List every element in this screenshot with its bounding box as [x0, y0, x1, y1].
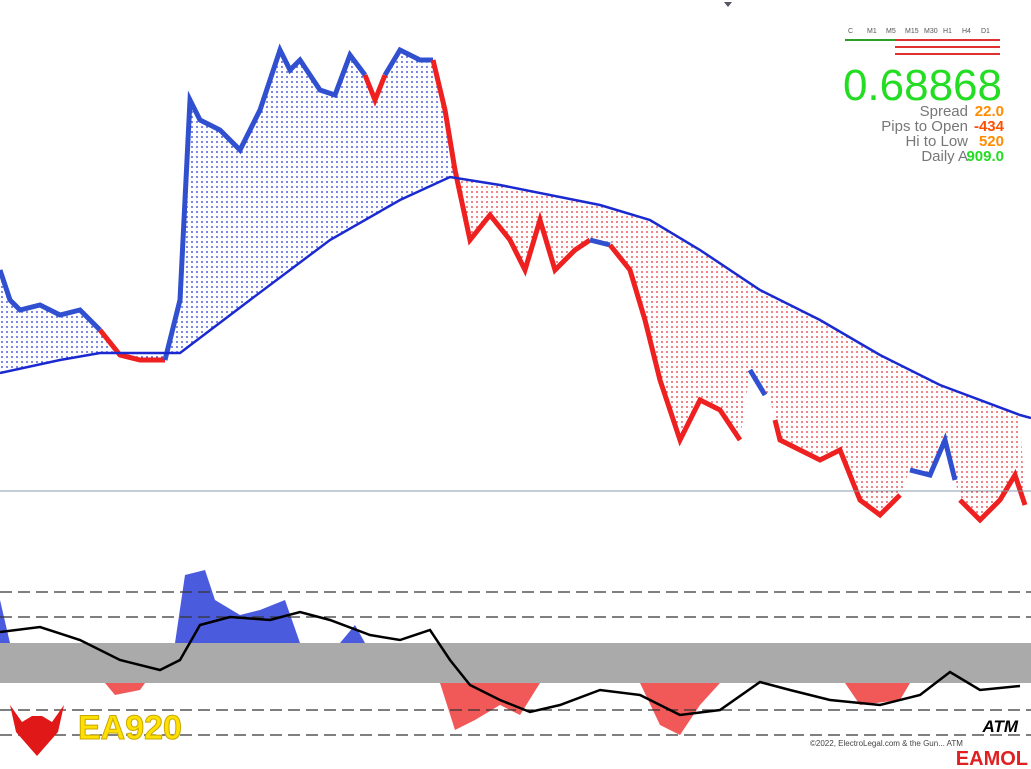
price: 0.68868 [843, 61, 1002, 110]
logo: EA920 [10, 705, 182, 756]
bull-candles [0, 269, 102, 332]
stat-value: -434 [974, 118, 1005, 135]
bear-histogram [440, 683, 720, 735]
stat-label: Spread [920, 103, 968, 120]
stat-label: Hi to Low [905, 133, 968, 150]
timeframe-label: H1 [943, 28, 952, 35]
logo-icon [10, 705, 64, 756]
scroll-marker [724, 2, 732, 7]
copyright: ©2022, ElectroLegal.com & the Gun... ATM [810, 739, 963, 748]
bear-cloud [455, 177, 1025, 520]
bull-candles [747, 368, 768, 397]
bear-candles [958, 469, 1028, 524]
bull-candles [909, 432, 958, 481]
bear-histogram [845, 683, 910, 705]
timeframe-label: C [848, 28, 853, 35]
timeframe-label: M30 [924, 28, 938, 35]
neutral-band [0, 643, 1031, 683]
bull-histogram [0, 570, 365, 643]
bear-candles [772, 419, 902, 519]
bull-cloud [0, 50, 455, 373]
stat-value: 520 [979, 133, 1004, 150]
stat-label: Pips to Open [881, 118, 968, 135]
price-panel [0, 2, 1031, 524]
bear-candles [430, 59, 592, 277]
bear-candles [362, 74, 388, 107]
timeframe-label: M5 [886, 28, 896, 35]
signal-line [0, 610, 1021, 717]
stat-value: 909.0 [966, 148, 1004, 165]
timeframe-label: M15 [905, 28, 919, 35]
timeframe-panel: C M1 M5 M15 M30 H1 H4 D1 [848, 28, 990, 35]
indicator-name: ATM [981, 717, 1018, 736]
stat-value: 22.0 [975, 103, 1004, 120]
timeframe-label: M1 [867, 28, 877, 35]
oscillator-panel [0, 570, 1031, 736]
bear-histogram [105, 683, 145, 695]
bear-candles [98, 328, 165, 363]
moving-average [0, 175, 1031, 420]
bear-candles [608, 243, 743, 447]
watermark: EAMOL [956, 748, 1028, 769]
bull-candles [162, 43, 367, 361]
stat-label: Daily A [921, 148, 968, 165]
timeframe-label: H4 [962, 28, 971, 35]
bull-candles [382, 46, 433, 77]
logo-text: EA920 [78, 709, 182, 747]
levels [0, 591, 1031, 736]
stats: Spread 22.0 Pips to Open -434 Hi to Low 520 Da… [881, 103, 1004, 165]
bull-candles [589, 237, 611, 248]
timeframe-label: D1 [981, 28, 990, 35]
